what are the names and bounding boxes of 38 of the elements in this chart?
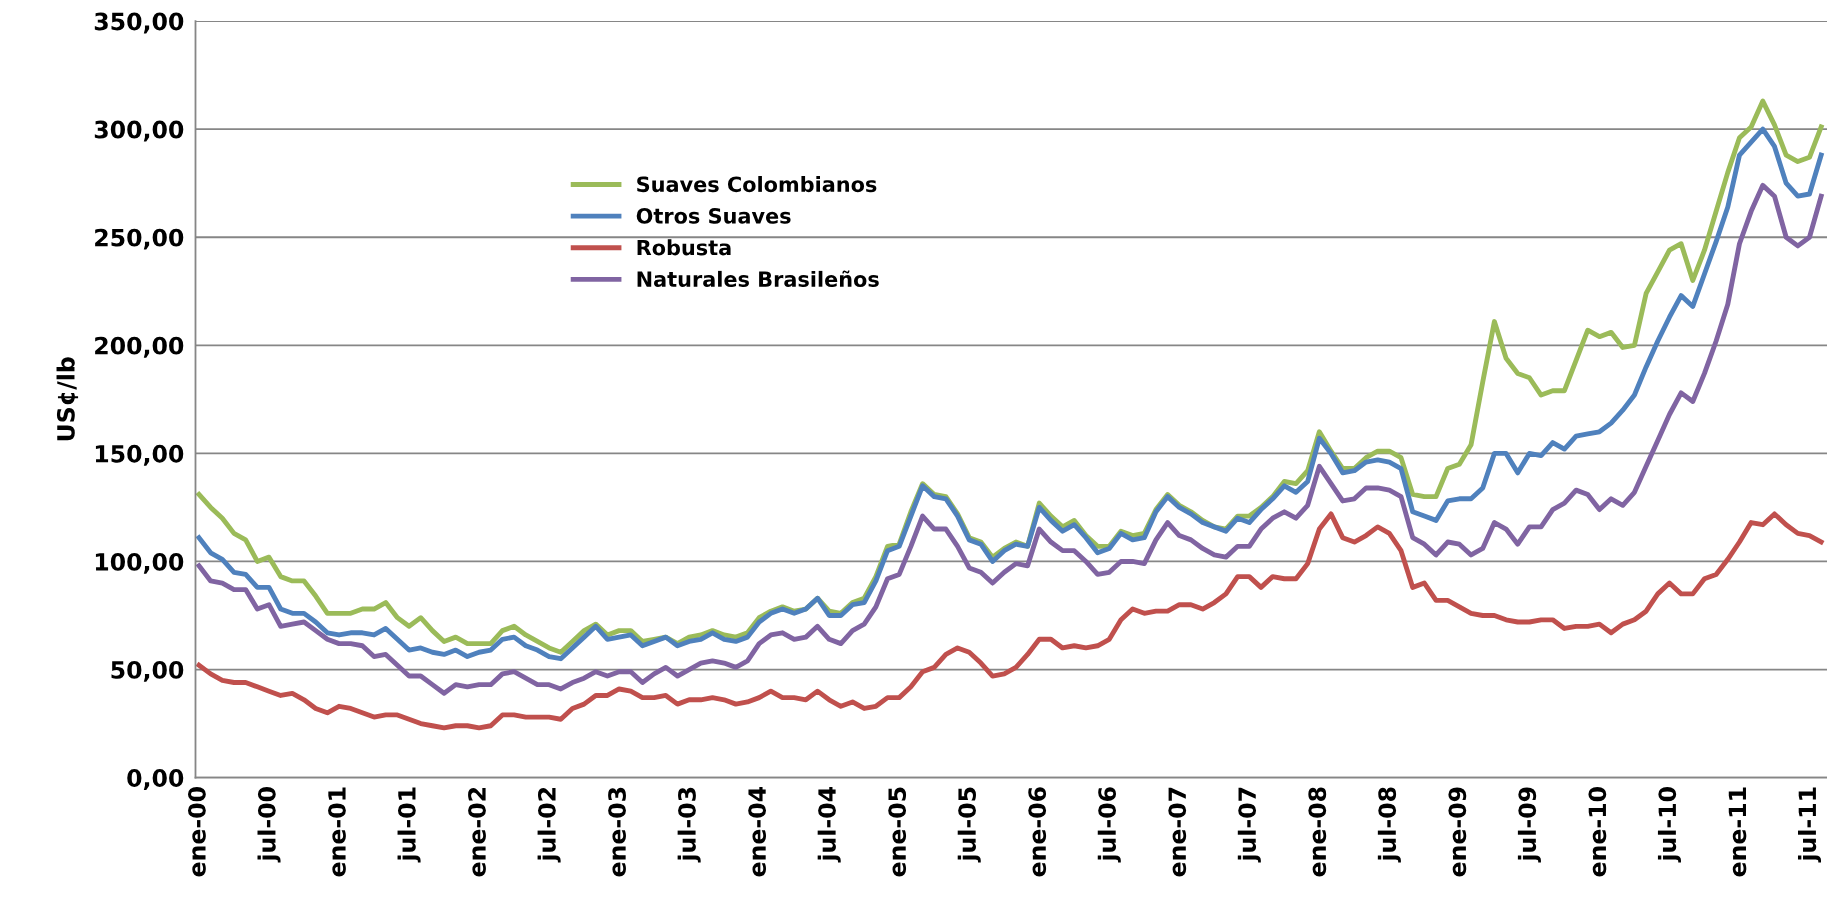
x-tick-label: jul-11 [1797,787,1822,863]
x-tick-label: jul-06 [1097,787,1121,863]
x-tick-label: ene-11 [1728,787,1747,877]
x-tick-label: jul-01 [397,787,421,863]
x-tick-label: jul-03 [677,787,701,863]
x-tick-label: jul-08 [1377,787,1401,863]
x-tick-label: ene-03 [608,787,626,877]
x-tick-label: jul-09 [1517,787,1541,863]
x-tick-label: jul-00 [257,787,281,863]
line-series [196,511,1824,731]
x-tick-label: jul-10 [1657,787,1681,863]
legend-label: Naturales Brasileños [637,270,879,288]
x-tick-label: ene-05 [888,787,907,877]
y-axis-title: US¢/lb [56,357,79,441]
x-tick-label: ene-10 [1588,787,1607,877]
y-tick-label: 300,00 [94,120,184,142]
x-tick-label: ene-06 [1028,787,1047,877]
x-tick-label: ene-00 [187,787,206,877]
y-tick-label: 350,00 [94,12,184,34]
y-tick-label: 150,00 [95,444,184,466]
legend-label: Robusta [637,239,731,256]
x-tick-label: jul-02 [537,788,561,863]
x-tick-label: jul-05 [957,787,981,863]
legend-label: Suaves Colombianos [637,176,877,193]
x-tick-label: jul-07 [1237,787,1261,863]
x-tick-label: ene-01 [328,787,346,877]
x-tick-label: jul-04 [817,787,841,863]
x-tick-label: ene-04 [748,787,767,877]
y-tick-label: 50,00 [111,660,184,682]
y-tick-label: 250,00 [95,228,184,250]
y-tick-label: 100,00 [95,552,184,574]
x-tick-label: ene-07 [1168,787,1187,877]
y-tick-label: 200,00 [95,336,184,358]
y-tick-label: 0,00 [127,769,184,790]
x-tick-label: ene-02 [468,788,486,877]
x-tick-label: ene-09 [1448,787,1467,877]
x-tick-label: ene-08 [1308,787,1327,877]
legend-label: Otros Suaves [636,208,791,224]
